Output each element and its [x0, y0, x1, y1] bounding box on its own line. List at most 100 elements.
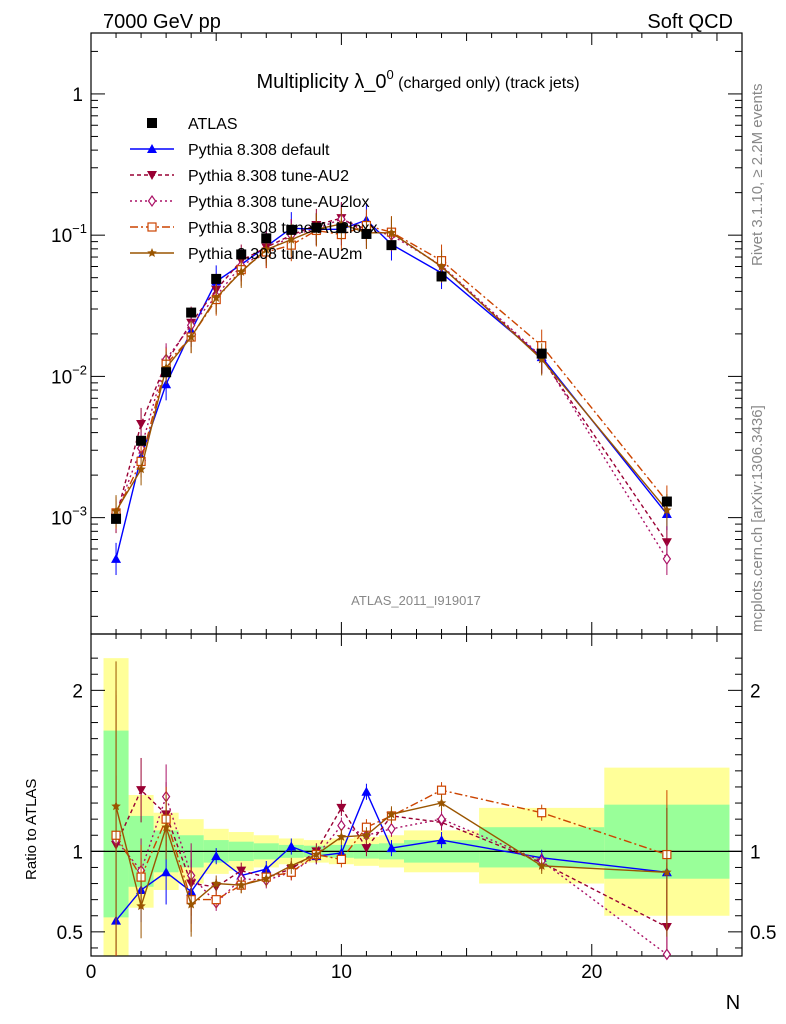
- main-plot-panel: 10−3 10−2 10−1 1: [51, 32, 743, 635]
- ratio-plot-panel: 0 10 20 0.5 0.5 1 1 2 2: [57, 633, 776, 983]
- atlas-data-point: [236, 249, 247, 260]
- ratio-point-4: [211, 878, 221, 888]
- atlas-data-point: [161, 367, 172, 378]
- atlas-data-point: [436, 271, 447, 282]
- legend-label-3: Pythia 8.308 tune-AU2loxx: [188, 220, 377, 237]
- top-y-tick-label: 10−3: [51, 504, 87, 530]
- legend-marker-atlas: [147, 118, 157, 128]
- ratio-line-2: [115, 794, 668, 955]
- legend-label-atlas: ATLAS: [188, 116, 238, 133]
- series-point-1: [136, 420, 147, 430]
- ratio-point-4: [161, 822, 171, 832]
- series-point-4: [386, 227, 397, 237]
- series-point-4: [136, 464, 146, 474]
- ratio-point-1: [136, 786, 147, 796]
- series-point-4: [261, 244, 271, 254]
- header-energy-label: 7000 GeV pp: [103, 11, 221, 33]
- atlas-data-point: [111, 513, 122, 524]
- ratio-point-4: [261, 873, 271, 883]
- series-line-4: [115, 223, 668, 512]
- ratio-y-tick-label-right: 0.5: [750, 923, 776, 944]
- ratio-point-1: [361, 844, 372, 854]
- legend-label-4: Pythia 8.308 tune-AU2m: [188, 246, 362, 263]
- series-point-4: [286, 234, 297, 244]
- ratio-point-4: [111, 801, 121, 811]
- rivet-info-label: Rivet 3.1.10, ≥ 2.2M events: [749, 84, 766, 267]
- top-y-tick-label: 10−1: [51, 221, 87, 247]
- legend-marker-2: [147, 194, 157, 208]
- ratio-point-0: [386, 843, 397, 853]
- ratio-line-3: [115, 789, 668, 901]
- top-y-tick-label: 1: [72, 85, 83, 106]
- atlas-data-point: [336, 223, 347, 234]
- x-tick-label: 0: [86, 962, 97, 983]
- ratio-point-4: [361, 830, 372, 840]
- legend-label-0: Pythia 8.308 default: [188, 142, 330, 159]
- series-point-4: [186, 332, 196, 342]
- ratio-point-0: [211, 851, 222, 861]
- ratio-point-0: [436, 835, 447, 845]
- ratio-point-3: [537, 808, 547, 818]
- atlas-data-point: [136, 435, 147, 446]
- plot-title: Multiplicity λ_00 (charged only) (track …: [256, 67, 579, 93]
- legend-marker-0: [147, 144, 157, 153]
- ratio-point-4: [286, 860, 297, 870]
- series-point-4: [536, 354, 547, 364]
- ratio-point-4: [386, 809, 397, 819]
- ratio-point-4: [136, 901, 146, 911]
- ratio-point-1: [336, 803, 347, 813]
- top-y-tick-label: 10−2: [51, 362, 87, 388]
- ratio-y-tick-label-right: 2: [750, 681, 761, 702]
- series-point-4: [436, 261, 447, 271]
- series-line-2: [115, 218, 668, 560]
- series-point-1: [661, 538, 672, 548]
- series-line-0: [115, 219, 668, 560]
- ratio-point-0: [286, 841, 297, 851]
- ratio-point-2: [437, 813, 446, 826]
- ratio-point-4: [311, 849, 322, 859]
- ratio-y-tick-label: 1: [72, 842, 83, 863]
- series-point-4: [211, 292, 221, 302]
- ratio-point-3: [336, 854, 346, 865]
- ratio-y-tick-label: 2: [72, 681, 83, 702]
- ratio-point-0: [161, 867, 172, 877]
- atlas-data-point: [661, 496, 672, 507]
- legend-label-1: Pythia 8.308 tune-AU2: [188, 168, 349, 185]
- legend-marker-4: [147, 248, 157, 257]
- legend-marker-3: [147, 222, 157, 232]
- atlas-data-point: [361, 228, 372, 239]
- ratio-point-0: [261, 864, 272, 874]
- atlas-data-point: [386, 240, 397, 251]
- legend-marker-1: [147, 171, 157, 180]
- x-tick-label: 10: [331, 962, 352, 983]
- atlas-data-point: [186, 307, 197, 318]
- series-line-1: [115, 217, 668, 543]
- atlas-data-point: [261, 233, 272, 244]
- ratio-point-4: [536, 860, 547, 870]
- ratio-y-tick-label: 0.5: [57, 923, 83, 944]
- x-tick-label: 20: [581, 962, 602, 983]
- ratio-point-0: [361, 786, 372, 796]
- ratio-point-4: [186, 899, 196, 909]
- series-point-0: [111, 553, 122, 563]
- ratio-point-3: [211, 895, 221, 905]
- ratio-point-2: [387, 822, 396, 835]
- mcplots-reference-label: mcplots.cern.ch [arXiv:1306.3436]: [749, 405, 766, 632]
- ratio-point-4: [436, 798, 447, 808]
- ratio-point-4: [336, 831, 347, 841]
- atlas-data-point: [536, 348, 547, 359]
- analysis-id-label: ATLAS_2011_I919017: [351, 593, 481, 608]
- series-point-4: [662, 505, 672, 515]
- ratio-point-4: [662, 867, 672, 877]
- legend: ATLAS Pythia 8.308 default Pythia 8.308 tu…: [130, 116, 377, 263]
- ratio-point-4: [236, 880, 246, 890]
- atlas-data-point: [211, 273, 222, 284]
- ratio-point-3: [436, 785, 447, 795]
- legend-label-2: Pythia 8.308 tune-AU2lox: [188, 194, 369, 211]
- series-point-4: [236, 266, 246, 276]
- series-line-3: [115, 224, 668, 514]
- ratio-point-2: [662, 948, 672, 961]
- series-point-4: [111, 506, 121, 516]
- ratio-y-axis-label: Ratio to ATLAS: [23, 779, 40, 880]
